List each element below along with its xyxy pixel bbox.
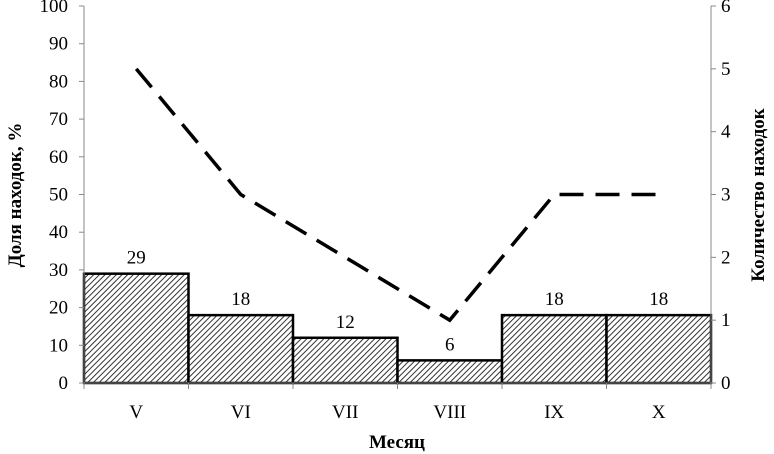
- y-tick-label: 100: [40, 0, 69, 17]
- y-tick-label: 0: [59, 373, 69, 394]
- x-tick-label: VI: [231, 402, 251, 423]
- y-tick-label: 80: [49, 71, 68, 92]
- y2-tick-label: 0: [721, 373, 731, 394]
- x-tick-label: X: [652, 402, 666, 423]
- y-tick-label: 40: [49, 222, 68, 243]
- bar-X: [605, 313, 713, 385]
- y2-tick-label: 4: [721, 122, 731, 143]
- y-axis-title: Доля находок, %: [5, 123, 26, 268]
- y2-tick-label: 3: [721, 185, 731, 206]
- data-label: 12: [336, 312, 355, 333]
- y-tick-label: 10: [49, 335, 68, 356]
- y-tick-label: 50: [49, 185, 68, 206]
- x-tick-label: V: [129, 402, 143, 423]
- x-tick-label: VIII: [433, 402, 466, 423]
- data-label: 6: [445, 334, 455, 355]
- y-tick-label: 60: [49, 147, 68, 168]
- y2-tick-label: 6: [721, 0, 731, 17]
- y2-tick-label: 1: [721, 310, 731, 331]
- bar-VIII: [396, 359, 504, 385]
- count-line: [134, 67, 659, 323]
- data-label: 18: [231, 289, 250, 310]
- y2-axis-title: Количество находок: [748, 108, 769, 282]
- y-tick-label: 90: [49, 34, 68, 55]
- y2-tick-label: 5: [721, 59, 731, 80]
- x-axis-title: Месяц: [369, 432, 425, 453]
- bar-VII: [291, 336, 399, 385]
- bar-IX: [500, 313, 608, 385]
- y-tick-label: 20: [49, 298, 68, 319]
- data-label: 18: [649, 289, 668, 310]
- x-tick-label: VII: [332, 402, 358, 423]
- y-tick-label: 30: [49, 260, 68, 281]
- data-label: 29: [127, 248, 146, 269]
- x-tick-label: IX: [544, 402, 564, 423]
- y-tick-label: 70: [49, 109, 68, 130]
- bar-VI: [187, 313, 295, 385]
- bar-V: [82, 272, 190, 385]
- data-label: 18: [545, 289, 564, 310]
- y2-tick-label: 2: [721, 247, 731, 268]
